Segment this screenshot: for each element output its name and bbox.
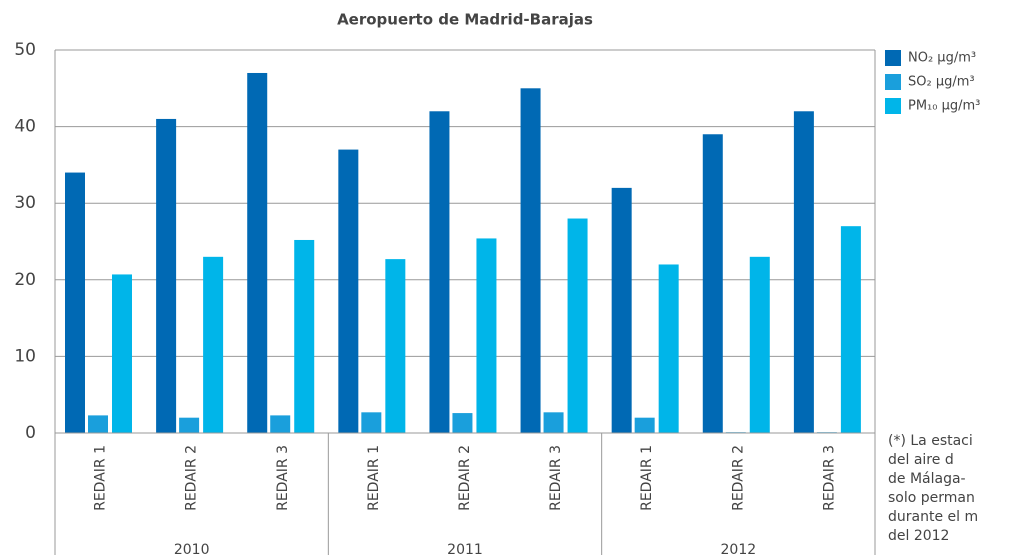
bar (294, 239, 315, 433)
legend-swatch (885, 50, 901, 66)
bar (702, 134, 723, 433)
bar (658, 264, 679, 433)
y-tick-label: 40 (14, 117, 36, 137)
legend-label: NO₂ µg/m³ (908, 51, 976, 66)
bar (452, 413, 473, 433)
group-label: 2011 (447, 542, 483, 558)
x-tick-label: REDAIR 3 (275, 445, 291, 511)
bar (611, 187, 632, 433)
bar (840, 226, 861, 433)
bar (179, 417, 200, 433)
footnote-line: del 2012 (888, 528, 949, 544)
x-tick-label: REDAIR 2 (457, 445, 473, 511)
bar (112, 274, 132, 433)
x-tick-label: REDAIR 1 (366, 445, 382, 511)
footnote-line: (*) La estaci (888, 433, 973, 449)
bar (749, 256, 770, 433)
bar (429, 111, 450, 433)
legend-label: PM₁₀ µg/m³ (908, 99, 980, 114)
footnote-line: del aire d (888, 452, 954, 468)
y-tick-label: 20 (14, 270, 36, 290)
legend-swatch (885, 98, 901, 114)
bar (156, 118, 177, 433)
bar (270, 415, 291, 433)
footnote-line: solo perman (888, 490, 975, 506)
footnote-line: durante el m (888, 509, 978, 525)
bar (338, 149, 359, 433)
y-tick-label: 50 (14, 40, 36, 60)
bar (543, 412, 564, 433)
bar (203, 256, 224, 433)
x-tick-label: REDAIR 3 (821, 445, 837, 511)
bar (567, 218, 588, 433)
bar (476, 238, 497, 433)
y-tick-label: 30 (14, 193, 36, 213)
x-tick-label: REDAIR 2 (184, 445, 200, 511)
x-tick-label: REDAIR 2 (730, 445, 746, 511)
x-tick-label: REDAIR 3 (548, 445, 564, 511)
bar (385, 259, 406, 433)
y-tick-label: 10 (14, 346, 36, 366)
bar (247, 72, 268, 433)
x-tick-label: REDAIR 1 (93, 445, 109, 511)
legend-swatch (885, 74, 901, 90)
bar (793, 111, 814, 433)
group-label: 2010 (174, 542, 210, 558)
chart-title: Aeropuerto de Madrid-Barajas (337, 11, 593, 29)
bar (65, 172, 85, 433)
bar (88, 415, 108, 433)
y-tick-label: 0 (25, 423, 36, 443)
legend-label: SO₂ µg/m³ (908, 75, 975, 90)
x-tick-label: REDAIR 1 (639, 445, 655, 511)
bar (520, 88, 541, 434)
footnote-line: de Málaga- (888, 471, 966, 487)
bar (634, 417, 655, 433)
group-label: 2012 (721, 542, 757, 558)
bar (361, 412, 382, 433)
